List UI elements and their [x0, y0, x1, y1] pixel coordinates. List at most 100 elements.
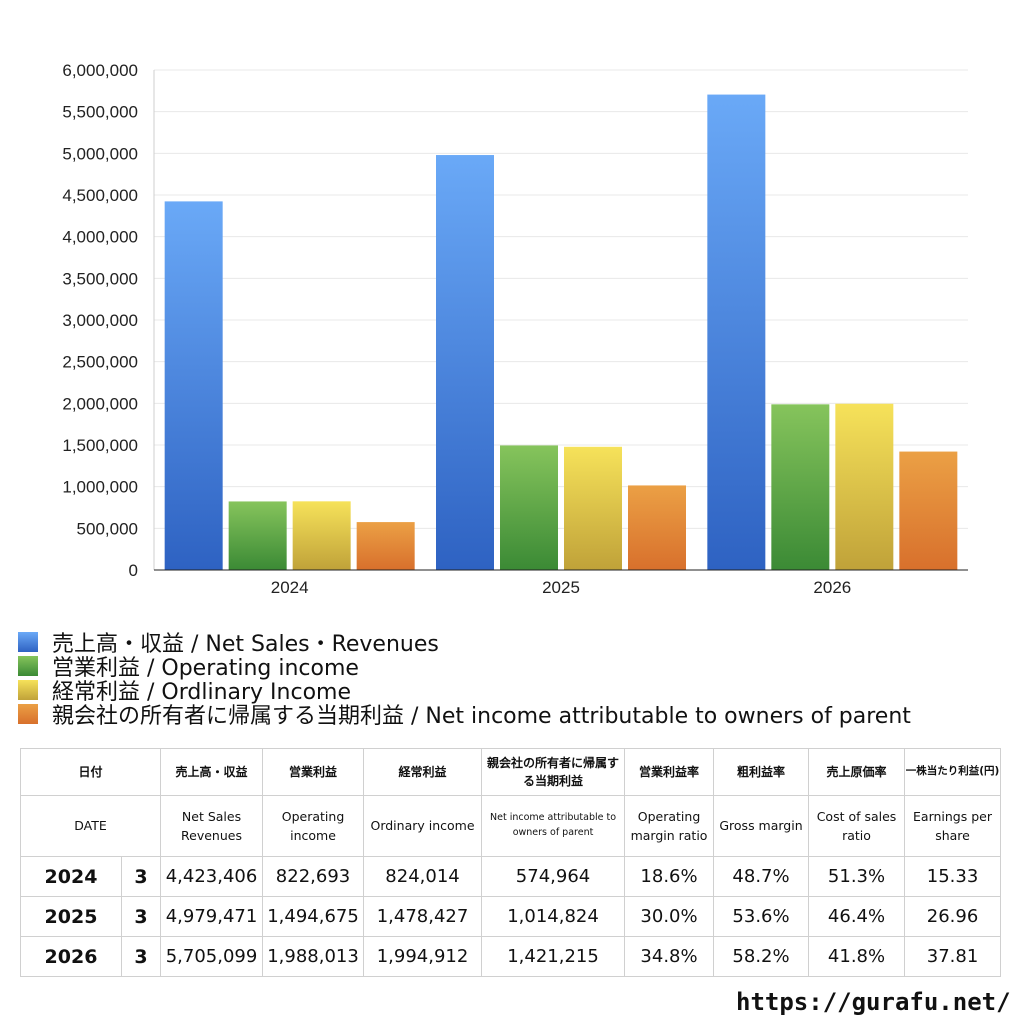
bar-2025-series-1 [500, 445, 558, 570]
y-tick-label: 4,500,000 [62, 186, 138, 205]
header-operating-en: Operating income [262, 795, 365, 857]
y-tick-label: 4,000,000 [62, 228, 138, 247]
legend-item-net: 親会社の所有者に帰属する当期利益 / Net income attributab… [18, 702, 911, 729]
legend-label: 親会社の所有者に帰属する当期利益 / Net income attributab… [52, 704, 911, 729]
bar-2026-series-0 [707, 94, 766, 571]
bars [164, 94, 958, 571]
legend-label: 営業利益 / Operating income [52, 656, 359, 681]
header-cos-ja: 売上原価率 [808, 748, 906, 796]
legend-label: 経常利益 / Ordlinary Income [52, 680, 351, 705]
y-tick-label: 2,500,000 [62, 353, 138, 372]
y-tick-label: 6,000,000 [62, 61, 138, 80]
header-date-en: DATE [19, 795, 162, 857]
cell-eps: 37.81 [904, 936, 1002, 977]
cell-ordinary: 1,994,912 [363, 936, 483, 977]
cell-ordinary: 1,478,427 [363, 896, 483, 937]
gridlines [153, 69, 968, 570]
y-tick-label: 0 [129, 561, 138, 580]
cell-eps: 15.33 [904, 856, 1002, 897]
y-tick-label: 3,000,000 [62, 311, 138, 330]
x-axis-ticks: 2024 2025 2026 [271, 578, 851, 597]
cell-month: 3 [120, 896, 162, 937]
header-opm-ja: 営業利益率 [624, 748, 715, 796]
bar-2026-series-1 [771, 404, 830, 570]
legend-item-sales: 売上高・収益 / Net Sales・Revenues [18, 630, 911, 657]
cell-operating: 1,494,675 [262, 896, 365, 937]
y-tick-label: 500,000 [77, 519, 138, 538]
bar-2024-series-1 [228, 501, 287, 570]
header-net-ja: 親会社の所有者に帰属する当期利益 [481, 748, 626, 796]
x-tick-label: 2025 [542, 578, 580, 597]
header-gm-ja: 粗利益率 [713, 748, 810, 796]
legend-item-operating: 営業利益 / Operating income [18, 654, 911, 681]
header-gm-en: Gross margin [713, 795, 810, 857]
cell-cos: 41.8% [808, 936, 906, 977]
cell-operating: 1,988,013 [262, 936, 365, 977]
header-sales-ja: 売上高・収益 [160, 748, 264, 796]
bar-2025-series-2 [564, 446, 622, 570]
cell-opm: 34.8% [624, 936, 715, 977]
y-axis-ticks: 0 500,000 1,000,000 1,500,000 2,000,000 2,500… [62, 61, 138, 580]
header-row-ja: 日付 売上高・収益 営業利益 経常利益 親会社の所有者に帰属する当期利益 営業利… [19, 748, 1002, 796]
bar-2025-series-0 [436, 155, 494, 571]
cell-month: 3 [120, 856, 162, 897]
header-eps-ja: 一株当たり利益(円) [904, 748, 1002, 796]
y-tick-label: 1,000,000 [62, 478, 138, 497]
cell-net: 1,421,215 [481, 936, 626, 977]
financial-table: 日付 売上高・収益 営業利益 経常利益 親会社の所有者に帰属する当期利益 営業利… [19, 748, 1002, 977]
legend-label: 売上高・収益 / Net Sales・Revenues [52, 632, 439, 657]
cell-opm: 18.6% [624, 856, 715, 897]
cell-gm: 53.6% [713, 896, 810, 937]
legend: 売上高・収益 / Net Sales・Revenues 営業利益 / Opera… [18, 630, 911, 729]
cell-gm: 48.7% [713, 856, 810, 897]
y-tick-label: 1,500,000 [62, 436, 138, 455]
cell-date: 2024 [20, 856, 122, 897]
cell-net: 1,014,824 [481, 896, 626, 937]
header-row-en: DATE Net Sales Revenues Operating income… [19, 795, 1002, 857]
header-net-en: Net income attributable to owners of par… [481, 795, 626, 857]
cell-sales: 4,423,406 [160, 856, 264, 897]
bar-2024-series-3 [356, 522, 415, 570]
header-cos-en: Cost of sales ratio [808, 795, 906, 857]
table-row: 2026 3 5,705,099 1,988,013 1,994,912 1,4… [20, 936, 1002, 977]
bar-chart: 0 500,000 1,000,000 1,500,000 2,000,000 2,500… [62, 61, 968, 597]
y-tick-label: 5,000,000 [62, 144, 138, 163]
bar-2024-series-2 [292, 501, 351, 570]
header-date-ja: 日付 [19, 748, 162, 796]
header-ordinary-ja: 経常利益 [363, 748, 483, 796]
cell-sales: 4,979,471 [160, 896, 264, 937]
header-ordinary-en: Ordinary income [363, 795, 483, 857]
legend-swatch-operating [18, 656, 38, 676]
cell-eps: 26.96 [904, 896, 1002, 937]
cell-cos: 46.4% [808, 896, 906, 937]
cell-date: 2026 [20, 936, 122, 977]
header-eps-en: Earnings per share [904, 795, 1002, 857]
cell-date: 2025 [20, 896, 122, 937]
cell-net: 574,964 [481, 856, 626, 897]
legend-swatch-net [18, 704, 38, 724]
bar-2026-series-3 [899, 451, 958, 570]
cell-ordinary: 824,014 [363, 856, 483, 897]
y-tick-label: 5,500,000 [62, 103, 138, 122]
cell-gm: 58.2% [713, 936, 810, 977]
header-sales-en: Net Sales Revenues [160, 795, 264, 857]
cell-cos: 51.3% [808, 856, 906, 897]
site-url[interactable]: https://gurafu.net/ [736, 988, 1011, 1016]
bar-2025-series-3 [628, 485, 686, 570]
legend-swatch-ordinary [18, 680, 38, 700]
cell-opm: 30.0% [624, 896, 715, 937]
legend-swatch-sales [18, 632, 38, 652]
cell-sales: 5,705,099 [160, 936, 264, 977]
y-tick-label: 2,000,000 [62, 394, 138, 413]
y-tick-label: 3,500,000 [62, 269, 138, 288]
cell-month: 3 [120, 936, 162, 977]
bar-2026-series-2 [835, 403, 894, 570]
header-operating-ja: 営業利益 [262, 748, 365, 796]
cell-operating: 822,693 [262, 856, 365, 897]
bar-2024-series-0 [164, 201, 223, 571]
table-row: 2024 3 4,423,406 822,693 824,014 574,964… [20, 856, 1002, 897]
x-tick-label: 2024 [271, 578, 309, 597]
x-tick-label: 2026 [813, 578, 851, 597]
header-opm-en: Operating margin ratio [624, 795, 715, 857]
table-row: 2025 3 4,979,471 1,494,675 1,478,427 1,0… [20, 896, 1002, 937]
